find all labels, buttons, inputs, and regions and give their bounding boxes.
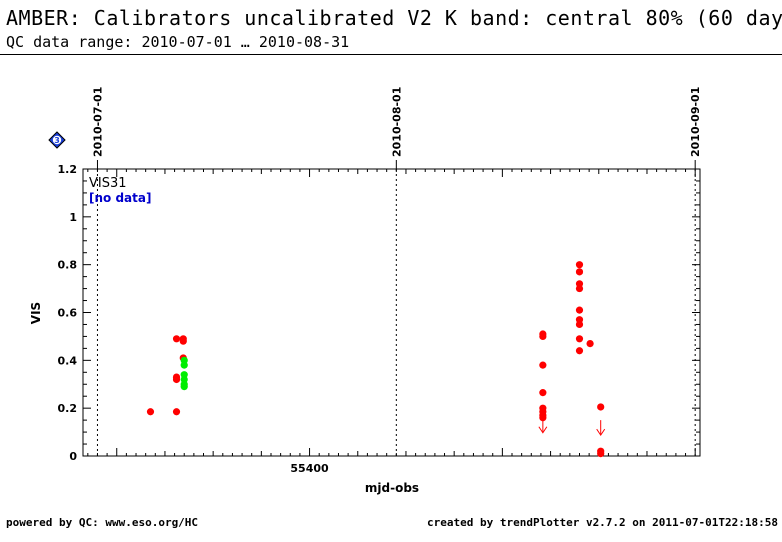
red-data-point (539, 332, 547, 341)
badge-circle (52, 135, 62, 145)
footer-created-by: created by trendPlotter v2.7.2 on 2011-0… (427, 516, 778, 529)
red-data-point (597, 403, 605, 411)
red-data-point (539, 389, 547, 397)
red-data-point (172, 373, 181, 381)
y-tick-label: 0 (69, 450, 77, 463)
red-data-point (597, 450, 605, 458)
date-marker-label: 2010-07-01 (91, 87, 104, 157)
date-marker-label: 2010-09-01 (689, 87, 702, 157)
red-data-point (575, 306, 584, 314)
red-data-point (575, 335, 584, 343)
red-data-point (586, 339, 594, 348)
y-axis-label: VIS (29, 302, 43, 324)
data-points (146, 261, 606, 458)
y-tick-label: 0.8 (58, 259, 78, 272)
axis-ticks: 0 0.2 0.4 0.6 0.8 1 1.2 55400 (58, 163, 700, 475)
upper-limit-arrowhead (596, 428, 606, 437)
red-data-point (172, 335, 181, 343)
y-tick-label: 0.6 (58, 307, 78, 320)
green-data-point (180, 383, 188, 391)
red-data-point (575, 320, 584, 329)
red-data-point (575, 347, 584, 355)
x-tick-label: 55400 (290, 462, 329, 475)
red-data-point (575, 284, 584, 293)
red-data-point (575, 261, 584, 269)
upper-limit-arrowhead (538, 426, 548, 434)
green-data-point (180, 361, 188, 369)
y-tick-label: 0.2 (58, 402, 78, 415)
x-axis-label: mjd-obs (365, 481, 419, 495)
y-tick-label: 0.4 (58, 354, 78, 367)
data-set-badge[interactable]: 3 (48, 131, 66, 149)
red-data-point (179, 337, 187, 345)
date-markers: 2010-07-01 2010-08-01 2010-09-01 (91, 87, 702, 169)
panel-label: VIS31 (89, 176, 127, 191)
y-tick-label: 1.2 (58, 163, 78, 176)
no-data-label: [no data] (89, 191, 151, 205)
red-data-point (146, 408, 155, 416)
red-data-point (539, 361, 547, 369)
y-tick-label: 1 (69, 211, 77, 224)
title-divider (0, 54, 782, 55)
red-data-point (575, 268, 584, 276)
badge-number: 3 (54, 136, 60, 145)
red-data-point (172, 408, 181, 416)
date-gridlines (96, 169, 696, 456)
page-title: AMBER: Calibrators uncalibrated V2 K ban… (6, 6, 782, 30)
date-marker-label: 2010-08-01 (390, 87, 403, 157)
date-range-subtitle: QC data range: 2010-07-01 … 2010-08-31 (6, 33, 350, 51)
footer-powered-by: powered by QC: www.eso.org/HC (6, 516, 199, 529)
